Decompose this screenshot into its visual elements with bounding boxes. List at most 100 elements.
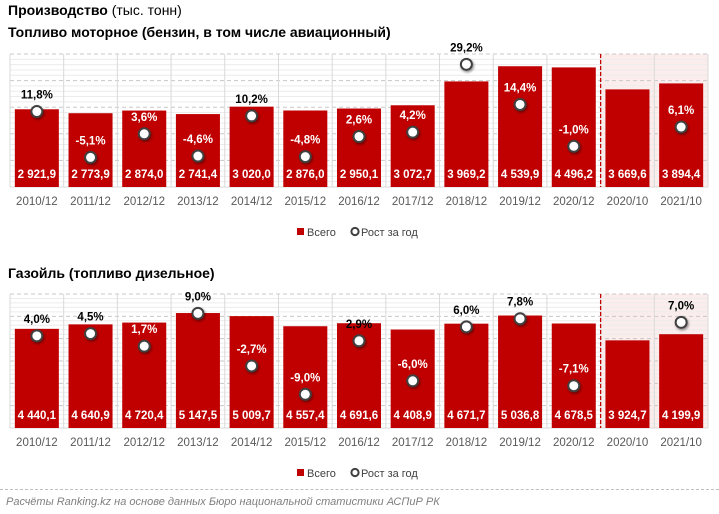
bar-value-label: 2 876,0 — [286, 169, 324, 181]
x-tick-label: 2017/12 — [392, 437, 434, 449]
growth-marker — [245, 109, 259, 123]
growth-label: 1,7% — [131, 324, 157, 336]
growth-label: 2,9% — [346, 319, 372, 331]
bar-2015-12 — [283, 326, 328, 428]
growth-label: 6,0% — [453, 305, 479, 317]
growth-marker — [567, 139, 581, 153]
growth-label: -7,1% — [559, 364, 589, 376]
legend: Всего Рост за год — [297, 226, 418, 239]
footer-divider — [0, 489, 719, 490]
growth-label: -4,8% — [290, 135, 320, 147]
bar-2015-12 — [283, 110, 328, 187]
x-tick-label: 2011/12 — [70, 437, 111, 449]
x-tick-label: 2016/12 — [338, 437, 380, 449]
bar-value-label: 5 009,7 — [232, 410, 270, 422]
bar-value-label: 3 072,7 — [394, 169, 432, 181]
source-note: Расчёты Ranking.kz на основе данных Бюро… — [6, 496, 440, 508]
bar-2021-10 — [659, 334, 704, 428]
growth-marker — [406, 374, 420, 388]
growth-marker — [674, 120, 688, 134]
growth-label: -2,7% — [237, 344, 267, 356]
bar-value-label: 4 539,9 — [501, 169, 539, 181]
legend-bar-swatch — [297, 469, 304, 476]
growth-label: 4,0% — [24, 314, 50, 326]
x-tick-label: 2017/12 — [392, 196, 434, 208]
growth-marker — [84, 327, 98, 341]
x-tick-label: 2013/12 — [177, 437, 219, 449]
growth-marker — [459, 320, 473, 334]
bar-value-label: 3 020,0 — [232, 169, 270, 181]
bar-2018-12 — [444, 81, 489, 187]
x-tick-label: 2010/12 — [16, 437, 58, 449]
bar-2019-12 — [498, 66, 543, 187]
legend-marker-label: Рост за год — [361, 227, 418, 239]
bar-value-label: 4 691,6 — [340, 410, 378, 422]
bar-value-label: 2 874,0 — [125, 169, 163, 181]
x-tick-label: 2019/12 — [499, 437, 541, 449]
bar-2011-12 — [68, 324, 113, 428]
bar-value-label: 5 036,8 — [501, 410, 540, 422]
x-tick-label: 2018/12 — [446, 196, 488, 208]
page-title: Производство (тыс. тонн) — [8, 2, 182, 18]
x-tick-label: 2021/10 — [660, 437, 702, 449]
legend-bar-swatch — [297, 228, 304, 235]
bar-value-label: 4 199,9 — [662, 410, 700, 422]
growth-marker — [406, 125, 420, 139]
growth-label: 4,5% — [77, 312, 103, 324]
x-tick-label: 2014/12 — [231, 437, 273, 449]
growth-marker — [298, 150, 312, 164]
growth-marker — [137, 127, 151, 141]
chart-1: 2 921,9 2 773,9 2 874,0 2 741,4 3 020,0 2 876… — [9, 42, 709, 239]
growth-marker — [84, 150, 98, 164]
bar-2020-10 — [605, 340, 650, 428]
legend-marker-swatch — [350, 226, 360, 237]
chart-2: 4 440,1 4 640,9 4 720,4 5 147,5 5 009,7 4 557… — [9, 291, 709, 480]
bar-value-label: 3 894,4 — [662, 169, 701, 181]
growth-marker — [513, 312, 527, 326]
bar-value-label: 2 741,4 — [179, 169, 218, 181]
growth-label: -9,0% — [290, 372, 320, 384]
growth-label: 6,1% — [668, 105, 694, 117]
bar-value-label: 2 950,1 — [340, 169, 379, 181]
x-tick-label: 2012/12 — [123, 196, 165, 208]
bar-value-label: 2 773,9 — [71, 169, 109, 181]
bar-2011-12 — [68, 113, 113, 187]
x-tick-label: 2020/12 — [553, 196, 595, 208]
bar-value-label: 4 671,7 — [447, 410, 485, 422]
bar-value-label: 4 408,9 — [394, 410, 432, 422]
growth-marker — [674, 315, 688, 329]
x-tick-label: 2012/12 — [123, 437, 165, 449]
bar-2020-12 — [551, 67, 596, 187]
growth-marker — [513, 97, 527, 111]
growth-label: 14,4% — [504, 82, 537, 94]
x-tick-label: 2011/12 — [70, 196, 111, 208]
growth-label: 9,0% — [185, 291, 211, 303]
x-tick-label: 2010/12 — [16, 196, 58, 208]
growth-marker — [352, 334, 366, 348]
growth-marker — [191, 306, 205, 320]
bar-value-label: 5 147,5 — [179, 410, 218, 422]
bar-2017-12 — [390, 105, 435, 187]
growth-marker — [30, 105, 44, 119]
growth-label: 29,2% — [450, 42, 483, 54]
x-tick-label: 2013/12 — [177, 196, 219, 208]
legend-bar-label: Всего — [307, 227, 336, 239]
bar-value-label: 3 969,2 — [447, 169, 485, 181]
bar-2012-12 — [122, 110, 167, 187]
growth-label: -1,0% — [559, 124, 589, 136]
bar-value-label: 3 924,7 — [608, 410, 646, 422]
x-tick-label: 2021/10 — [660, 196, 702, 208]
growth-label: 2,6% — [346, 115, 372, 127]
bar-2010-12 — [14, 328, 59, 428]
growth-marker — [459, 57, 473, 71]
growth-label: -5,1% — [76, 135, 106, 147]
bar-value-label: 2 921,9 — [18, 169, 56, 181]
bar-value-label: 4 640,9 — [71, 410, 109, 422]
growth-label: 3,6% — [131, 112, 157, 124]
x-tick-label: 2020/12 — [553, 437, 595, 449]
growth-marker — [191, 149, 205, 163]
growth-marker — [137, 339, 151, 353]
legend-bar-label: Всего — [307, 468, 336, 480]
x-tick-label: 2020/10 — [607, 196, 649, 208]
